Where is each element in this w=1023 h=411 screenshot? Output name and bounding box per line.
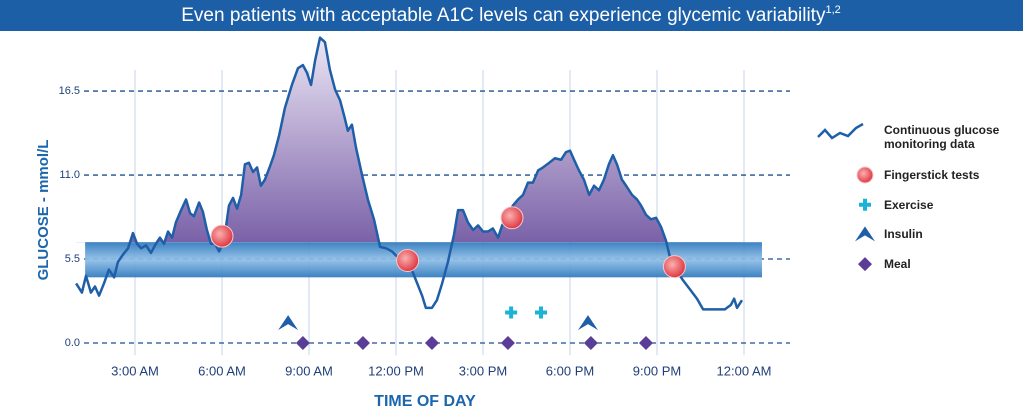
legend-label: Meal <box>884 257 911 272</box>
marker <box>424 335 439 350</box>
marker <box>500 206 524 230</box>
legend-label: Exercise <box>884 197 934 212</box>
y-axis-label: GLUCOSE - mmol/L <box>35 140 52 281</box>
marker <box>500 335 515 350</box>
marker <box>210 224 234 248</box>
x-tick-label: 3:00 AM <box>111 363 159 378</box>
x-axis-label: TIME OF DAY <box>374 393 476 410</box>
legend-label: Fingerstick tests <box>884 168 980 182</box>
marker <box>505 306 518 319</box>
legend-swatch <box>859 198 871 211</box>
x-tick-label: 3:00 PM <box>459 363 507 378</box>
chart-title: Even patients with acceptable A1C levels… <box>181 4 841 26</box>
marker <box>396 249 420 273</box>
range-band <box>85 242 762 278</box>
legend-swatch <box>858 257 872 272</box>
legend-swatch <box>817 122 864 140</box>
y-tick-label: 11.0 <box>59 169 80 181</box>
x-tick-label: 9:00 PM <box>633 363 681 378</box>
x-tick-label: 9:00 AM <box>285 363 333 378</box>
x-tick-label: 12:00 PM <box>368 363 424 378</box>
marker <box>535 306 547 319</box>
marker <box>583 335 598 350</box>
legend-swatch <box>855 226 875 242</box>
legend-label: Continuous glucose monitoring data <box>884 123 1000 151</box>
y-tick-label: 5.5 <box>65 253 80 265</box>
title-bar <box>0 0 1023 31</box>
marker <box>278 315 299 331</box>
legend-label: Insulin <box>884 227 923 242</box>
marker <box>577 315 598 331</box>
marker <box>662 255 686 279</box>
x-tick-label: 6:00 AM <box>198 363 246 378</box>
title-superscript: 1,2 <box>825 4 840 16</box>
marker <box>638 335 653 350</box>
title-text: Even patients with acceptable A1C levels… <box>181 5 826 26</box>
marker <box>355 335 370 350</box>
legend-swatch <box>856 166 874 184</box>
x-tick-label: 6:00 PM <box>546 363 594 378</box>
line <box>75 36 744 311</box>
y-tick-label: 0.0 <box>65 337 80 349</box>
x-tick-label: 12:00 AM <box>717 363 772 378</box>
marker <box>295 335 310 350</box>
y-tick-label: 16.5 <box>59 85 80 97</box>
